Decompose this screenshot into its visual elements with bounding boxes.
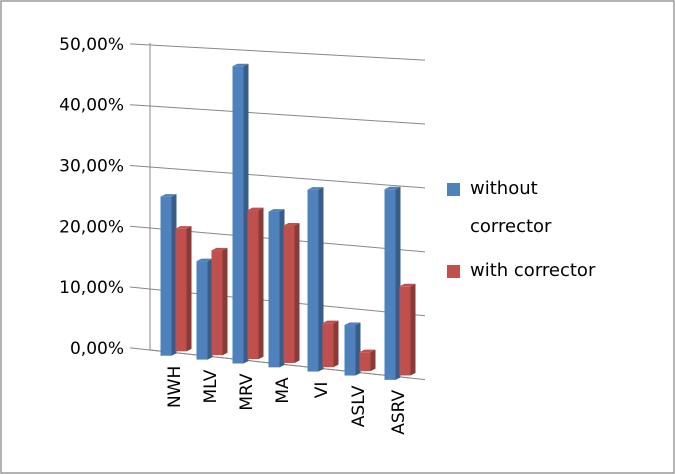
bar-front xyxy=(307,189,319,372)
bar xyxy=(384,186,401,380)
bar-front xyxy=(247,210,259,360)
tick-mark xyxy=(129,347,151,351)
y-tick-label: 10,00% xyxy=(59,278,124,298)
bar-top xyxy=(384,186,401,190)
bar-top xyxy=(247,207,264,211)
bar-front xyxy=(211,250,223,356)
bar-front xyxy=(384,189,396,380)
bar-top xyxy=(399,283,416,287)
bar-side xyxy=(410,283,416,376)
bar-top xyxy=(344,322,361,326)
bar xyxy=(175,226,192,352)
tick-mark xyxy=(129,164,151,168)
bar-top xyxy=(232,63,249,67)
bar xyxy=(211,247,228,356)
bar xyxy=(196,258,213,360)
bar-side xyxy=(207,258,213,360)
bar-front xyxy=(268,211,280,368)
bar xyxy=(283,223,300,363)
bar-top xyxy=(283,223,300,226)
bar-front xyxy=(175,228,187,352)
bar-side xyxy=(279,209,285,368)
bar xyxy=(322,320,339,368)
y-tick-label: 0,00% xyxy=(70,339,124,359)
bar-side xyxy=(258,207,264,360)
bar-side xyxy=(171,194,177,356)
tick-mark xyxy=(129,286,151,290)
bar-front xyxy=(283,225,295,363)
y-tick-label: 20,00% xyxy=(59,217,124,237)
bar-front xyxy=(232,66,244,364)
bar-front xyxy=(160,196,172,356)
bar-side xyxy=(355,322,361,376)
bar-top xyxy=(196,258,213,262)
legend-swatch xyxy=(447,183,460,196)
legend-label: with corrector xyxy=(470,260,596,281)
bar xyxy=(344,322,361,376)
x-tick-label: VI xyxy=(312,382,332,399)
legend-label: without corrector xyxy=(470,178,552,237)
bar xyxy=(268,209,285,368)
bar xyxy=(307,187,324,372)
y-tick-label: 40,00% xyxy=(59,96,124,116)
bar-side xyxy=(318,187,324,372)
x-tick-label: MA xyxy=(273,377,293,404)
grid-line xyxy=(149,105,426,125)
tick-mark xyxy=(129,225,151,229)
bar-front xyxy=(399,286,411,376)
bar-side xyxy=(395,186,401,380)
bar-top xyxy=(307,187,324,190)
bar-front xyxy=(359,352,371,372)
grid-line xyxy=(149,349,426,381)
bar xyxy=(359,349,376,372)
bar-top xyxy=(175,226,192,229)
bar-top xyxy=(268,209,285,212)
x-tick-label: MRV xyxy=(237,373,257,411)
tick-mark xyxy=(129,43,151,46)
bar xyxy=(247,207,264,360)
bar-side xyxy=(243,63,249,364)
y-tick-label: 50,00% xyxy=(59,35,124,55)
grid-line xyxy=(149,44,426,61)
bar-side xyxy=(222,247,228,356)
bar-front xyxy=(344,325,356,376)
bar-side xyxy=(294,223,300,363)
x-tick-label: MLV xyxy=(201,369,221,403)
bar xyxy=(399,283,416,376)
bar-top xyxy=(359,349,376,353)
x-tick-label: ASLV xyxy=(349,385,369,427)
bar-top xyxy=(160,194,177,197)
legend-swatch xyxy=(447,265,460,278)
bar-top xyxy=(322,320,339,324)
x-tick-label: NWH xyxy=(165,366,185,408)
bar-front xyxy=(196,261,208,360)
grid-line xyxy=(149,166,426,189)
bar-top xyxy=(211,247,228,251)
bar-side xyxy=(370,349,376,372)
bar xyxy=(160,194,177,356)
bar-side xyxy=(186,226,192,352)
tick-mark xyxy=(129,104,151,107)
bar-front xyxy=(322,323,334,368)
bar xyxy=(232,63,249,364)
x-tick-label: ASRV xyxy=(389,389,409,434)
y-tick-label: 30,00% xyxy=(59,156,124,176)
bar-side xyxy=(333,320,339,368)
